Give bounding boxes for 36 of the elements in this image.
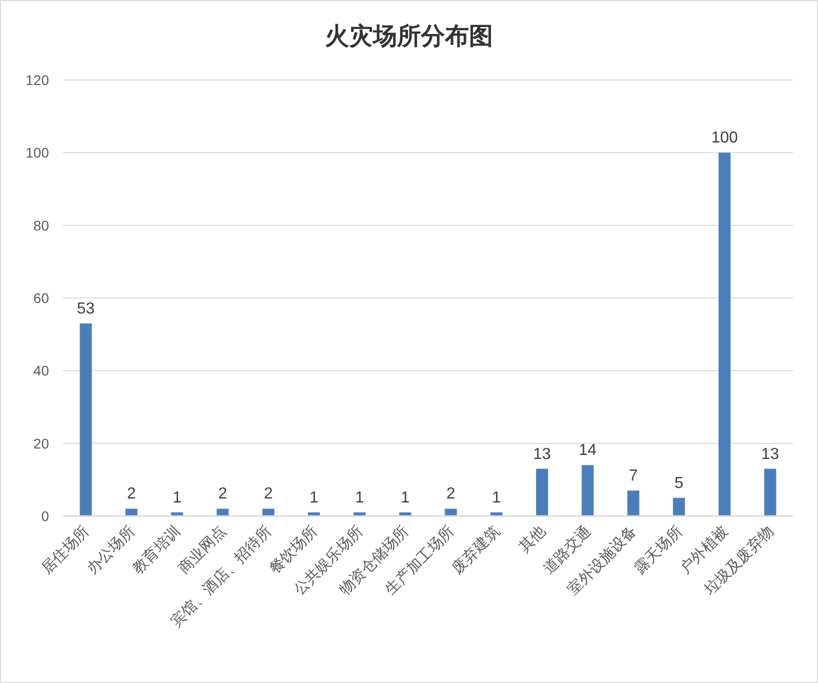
y-tick-label: 120 xyxy=(26,72,50,88)
data-label: 7 xyxy=(628,468,638,485)
bar xyxy=(718,152,731,516)
bar xyxy=(582,465,594,516)
y-tick-label: 20 xyxy=(33,435,50,452)
bar xyxy=(672,498,685,516)
bar xyxy=(444,508,457,516)
bar xyxy=(216,508,229,516)
bar xyxy=(627,490,640,516)
bar xyxy=(536,468,548,516)
bar xyxy=(764,468,776,516)
data-label: 5 xyxy=(674,474,684,492)
y-tick-label: 80 xyxy=(33,217,50,234)
data-label: 14 xyxy=(578,442,597,460)
data-label: 100 xyxy=(711,130,738,147)
chart-title: 火灾场所分布图 xyxy=(324,21,493,50)
data-label: 1 xyxy=(309,489,318,506)
y-tick-label: 100 xyxy=(26,144,50,161)
bar xyxy=(262,508,274,516)
x-tick-label: 其他 xyxy=(516,522,549,556)
data-label: 13 xyxy=(533,446,552,463)
bar xyxy=(80,323,92,516)
data-label: 2 xyxy=(126,486,136,503)
data-label: 1 xyxy=(355,489,364,506)
data-label: 53 xyxy=(76,300,95,318)
data-label: 1 xyxy=(172,489,182,506)
data-label: 2 xyxy=(264,486,273,503)
data-label: 13 xyxy=(761,446,780,463)
data-label: 1 xyxy=(492,489,501,506)
y-tick-label: 60 xyxy=(33,290,50,306)
data-label: 1 xyxy=(400,489,410,506)
y-tick-label: 40 xyxy=(33,362,50,379)
data-label: 2 xyxy=(446,486,456,503)
bar xyxy=(125,508,138,516)
y-tick-label: 0 xyxy=(41,508,50,524)
data-label: 2 xyxy=(218,486,228,503)
